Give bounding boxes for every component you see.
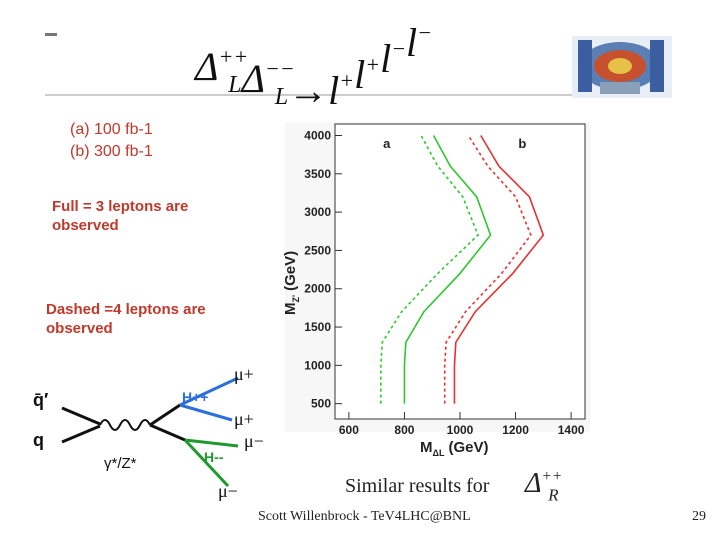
label-part: M bbox=[282, 303, 299, 316]
math-sub: L bbox=[274, 84, 288, 110]
curve-label: b bbox=[518, 136, 526, 151]
footer-similar: Similar results for bbox=[345, 475, 490, 497]
curve-label: a bbox=[383, 136, 391, 151]
note-full: observed bbox=[52, 217, 119, 234]
math-base: l bbox=[354, 52, 365, 97]
diagram-label: q bbox=[33, 430, 44, 450]
slide-mark bbox=[45, 33, 57, 36]
label-part: M bbox=[420, 439, 433, 456]
diagram-label: H++ bbox=[182, 389, 208, 405]
math-sup: − bbox=[391, 36, 406, 61]
diagram-label: μ− bbox=[244, 431, 264, 451]
slide-title: Δ++ LΔ−− L→l+l+l−l− bbox=[193, 20, 432, 113]
curve bbox=[380, 135, 479, 404]
math-base: → bbox=[288, 68, 328, 113]
y-tick-label: 1000 bbox=[304, 358, 331, 372]
plot: 600 800 1000 1200 1400 500 1000 1500 2000 2500 300… bbox=[282, 123, 586, 458]
math-base: l bbox=[406, 20, 417, 65]
footer-credit: Scott Willenbrock - TeV4LHC@BNL bbox=[258, 509, 471, 524]
math-sup: −− bbox=[265, 56, 295, 81]
math-sup: + bbox=[365, 52, 380, 77]
y-tick-label: 500 bbox=[311, 397, 331, 411]
x-tick-label: 1200 bbox=[502, 423, 529, 437]
math-sub: R bbox=[547, 485, 558, 504]
math-sup: − bbox=[417, 20, 432, 45]
diagram-label: q̄′ bbox=[33, 390, 48, 410]
math-base: l bbox=[380, 36, 391, 81]
label-part: (GeV) bbox=[448, 439, 488, 456]
page-number: 29 bbox=[692, 509, 706, 524]
note-full: Full = 3 leptons are bbox=[52, 198, 188, 215]
label-part: (GeV) bbox=[282, 251, 299, 291]
diagram-label: μ− bbox=[218, 481, 238, 501]
x-tick-label: 1400 bbox=[558, 423, 585, 437]
x-axis-label: MΔL (GeV) bbox=[420, 439, 488, 458]
math-base: l bbox=[328, 68, 339, 113]
y-tick-label: 3000 bbox=[304, 205, 331, 219]
note-dashed: observed bbox=[46, 320, 113, 337]
y-axis-label: MZ' (GeV) bbox=[282, 251, 301, 315]
curve bbox=[443, 135, 532, 404]
feynman-diagram bbox=[61, 376, 239, 488]
detector-image bbox=[572, 36, 672, 98]
y-tick-label: 4000 bbox=[304, 128, 331, 142]
lumi-a: (a) 100 fb-1 bbox=[70, 121, 153, 138]
x-tick-label: 600 bbox=[339, 423, 359, 437]
diagram-label: μ+ bbox=[234, 409, 254, 429]
label-part: Z' bbox=[291, 295, 301, 303]
math-base: Δ bbox=[240, 56, 265, 101]
diagram-label: γ*/Z* bbox=[104, 455, 137, 472]
footer-delta: Δ++ R bbox=[524, 468, 562, 505]
x-tick-label: 800 bbox=[394, 423, 414, 437]
y-tick-label: 1500 bbox=[304, 320, 331, 334]
math-sup: + bbox=[339, 68, 354, 93]
x-tick-label: 1000 bbox=[447, 423, 474, 437]
y-tick-label: 2000 bbox=[304, 282, 331, 296]
label-part: ΔL bbox=[433, 448, 445, 458]
math-base: Δ bbox=[524, 468, 541, 499]
math-sup: ++ bbox=[218, 44, 248, 69]
curve bbox=[403, 135, 492, 404]
math-base: Δ bbox=[193, 44, 218, 89]
y-tick-label: 3500 bbox=[304, 167, 331, 181]
diagram-label: μ+ bbox=[234, 364, 254, 384]
diagram-label: H-- bbox=[204, 449, 224, 465]
y-tick-label: 2500 bbox=[304, 243, 331, 257]
math-sub: L bbox=[227, 72, 241, 98]
lumi-b: (b) 300 fb-1 bbox=[70, 143, 153, 160]
note-dashed: Dashed =4 leptons are bbox=[46, 301, 206, 318]
plot-frame bbox=[334, 123, 586, 420]
math-sup: ++ bbox=[541, 468, 562, 485]
curve bbox=[453, 135, 545, 404]
